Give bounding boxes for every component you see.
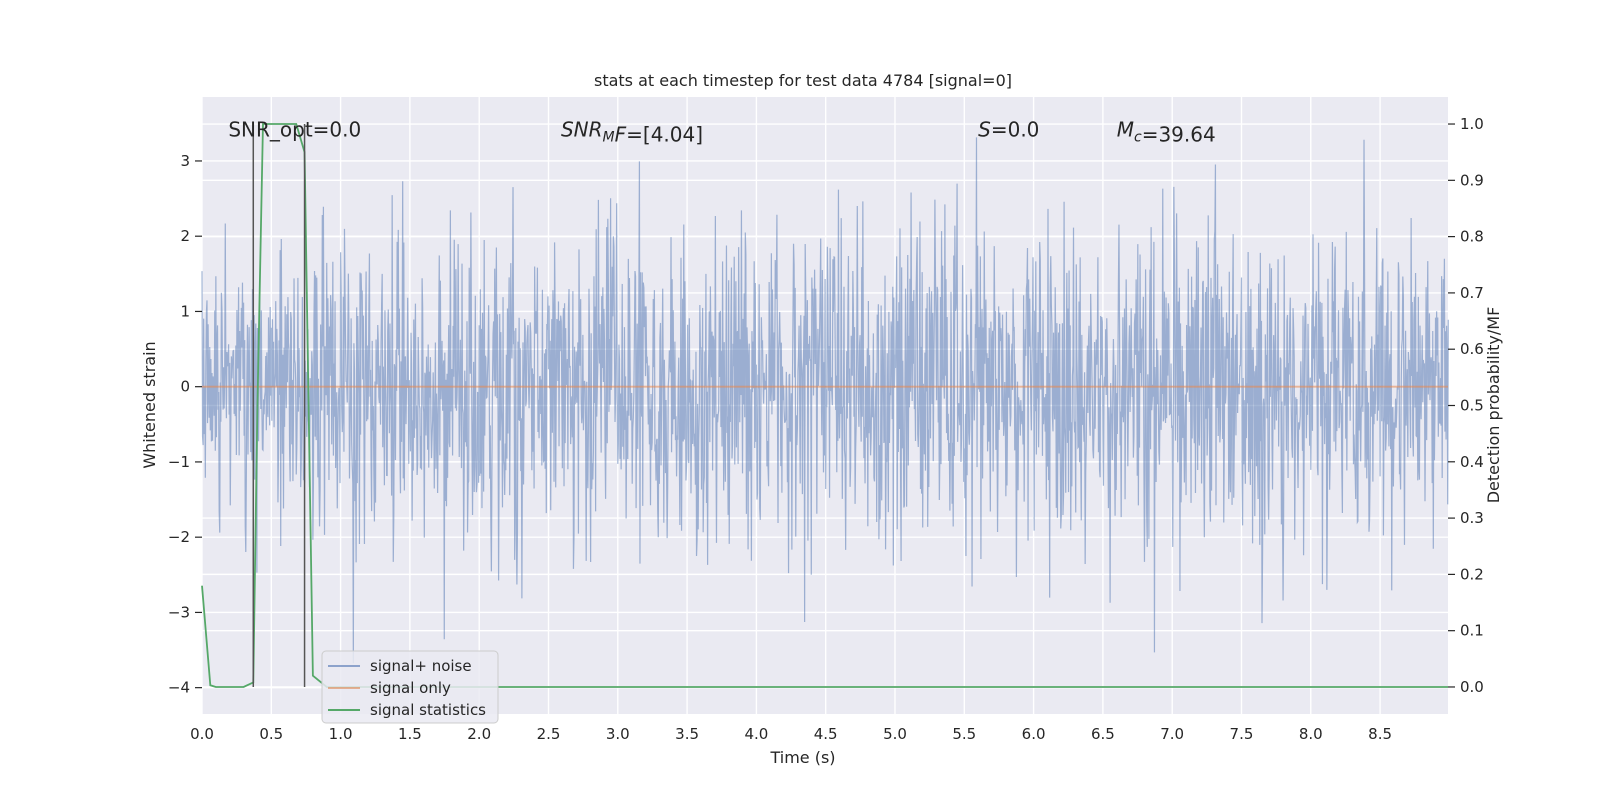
y2-axis-label: Detection probability/MF	[1484, 307, 1503, 504]
x-tick-label-1: 0.5	[259, 725, 283, 743]
x-tick-label-3: 1.5	[398, 725, 422, 743]
annotation-1: SNRMF=[4.04]	[561, 117, 703, 146]
x-tick-label-12: 6.0	[1022, 725, 1046, 743]
chart-title: stats at each timestep for test data 478…	[594, 71, 1012, 90]
y2-tick-label-7: 0.3	[1460, 509, 1484, 527]
y2-tick-label-5: 0.5	[1460, 397, 1484, 415]
legend-box	[321, 650, 499, 724]
y2-tick-label-6: 0.4	[1460, 453, 1484, 471]
x-tick-label-10: 5.0	[883, 725, 907, 743]
x-tick-label-4: 2.0	[467, 725, 491, 743]
y-tick-label-4: −1	[168, 453, 190, 471]
x-tick-label-6: 3.0	[606, 725, 630, 743]
x-axis-label: Time (s)	[769, 748, 835, 767]
x-tick-label-8: 4.0	[744, 725, 768, 743]
y2-tick-label-8: 0.2	[1460, 565, 1484, 583]
x-tick-label-14: 7.0	[1160, 725, 1184, 743]
y2-tick-label-3: 0.7	[1460, 284, 1484, 302]
annotation-2: S=0.0	[978, 117, 1039, 141]
y-axis-label: Whitened strain	[140, 341, 159, 468]
x-tick-label-2: 1.0	[329, 725, 353, 743]
y-tick-label-0: 3	[180, 152, 190, 170]
legend-label-1: signal only	[370, 679, 451, 697]
x-tick-label-17: 8.5	[1368, 725, 1392, 743]
y2-tick-label-1: 0.9	[1460, 171, 1484, 189]
y-tick-label-6: −3	[168, 603, 190, 621]
x-tick-label-11: 5.5	[952, 725, 976, 743]
series-line-2	[201, 123, 1448, 688]
x-tick-label-0: 0.0	[190, 725, 214, 743]
y2-tick-label-0: 1.0	[1460, 115, 1484, 133]
annotations: SNR_opt=0.0 SNRMF=[4.04] S=0.0 Mc=39.64	[228, 117, 1215, 146]
y-tick-label-3: 0	[180, 378, 190, 396]
y-tick-label-5: −2	[168, 528, 190, 546]
legend: signal+ noise signal only signal statistic…	[321, 650, 499, 724]
annotation-0: SNR_opt=0.0	[228, 117, 361, 141]
y2-tick-label-2: 0.8	[1460, 228, 1484, 246]
x-tick-label-15: 7.5	[1230, 725, 1254, 743]
x-tick-label-9: 4.5	[814, 725, 838, 743]
y-tick-label-1: 2	[180, 227, 190, 245]
y-tick-label-2: 1	[180, 302, 190, 320]
y2-tick-label-10: 0.0	[1460, 678, 1484, 696]
series-signal-noise	[201, 137, 1449, 664]
x-tick-label-16: 8.0	[1299, 725, 1323, 743]
x-tick-label-5: 2.5	[537, 725, 561, 743]
vertical-markers	[252, 124, 306, 687]
y2-tick-label-9: 0.1	[1460, 622, 1484, 640]
annotation-3: Mc=39.64	[1117, 117, 1216, 146]
axis-ticks: 0.0 0.5 1.0 1.5 2.0 2.5 3.0 3.5 4.0 4.5 5.0 5.5 6.0 6…	[168, 115, 1484, 743]
y2-tick-label-4: 0.6	[1460, 340, 1484, 358]
x-tick-label-7: 3.5	[675, 725, 699, 743]
series-lines	[201, 123, 1448, 688]
y-tick-label-7: −4	[168, 679, 190, 697]
legend-label-0: signal+ noise	[370, 657, 472, 675]
x-tick-label-13: 6.5	[1091, 725, 1115, 743]
noise-line	[201, 137, 1449, 664]
legend-label-2: signal statistics	[370, 701, 486, 719]
